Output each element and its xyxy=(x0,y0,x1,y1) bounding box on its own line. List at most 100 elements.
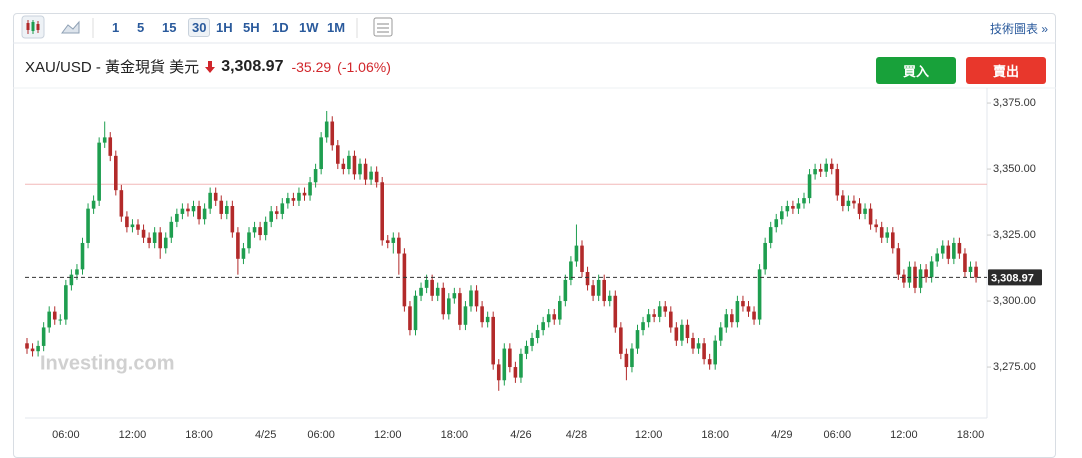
interval-button[interactable]: 5 xyxy=(137,20,145,35)
candle-body xyxy=(274,211,279,214)
candle-body xyxy=(286,198,290,204)
candle-body xyxy=(236,232,240,259)
candle-body xyxy=(624,353,629,368)
interval-button[interactable]: 15 xyxy=(162,20,177,35)
technical-chart-link[interactable]: 技術圖表 » xyxy=(990,22,1049,36)
interval-button[interactable]: 1W xyxy=(299,20,319,35)
x-tick-label: 18:00 xyxy=(185,429,213,441)
candle-body xyxy=(64,285,68,320)
candle-body xyxy=(613,295,618,328)
candle-body xyxy=(25,343,29,349)
interval-button[interactable]: 1D xyxy=(272,20,289,35)
sell-button[interactable]: 賣出 xyxy=(966,57,1046,84)
candle-body xyxy=(269,211,273,222)
candle-body xyxy=(330,121,335,146)
candle-body xyxy=(752,311,756,320)
candle-body xyxy=(419,287,423,296)
candle-body xyxy=(585,272,590,286)
buy-button[interactable]: 買入 xyxy=(876,57,956,84)
candle-body xyxy=(86,208,90,243)
candle-body xyxy=(158,232,162,249)
candle-body xyxy=(125,216,129,228)
y-tick-label: 3,325.00 xyxy=(993,229,1036,241)
candle-body xyxy=(541,322,545,331)
candle-body xyxy=(652,314,656,317)
x-tick-label: 18:00 xyxy=(701,429,729,441)
candle-body xyxy=(413,295,418,331)
candle-body xyxy=(30,348,35,352)
candle-body xyxy=(252,227,257,233)
candle-body xyxy=(213,192,218,201)
interval-button[interactable]: 1 xyxy=(112,20,120,35)
candle-body xyxy=(91,200,96,209)
candle-body xyxy=(929,261,934,278)
interval-button[interactable]: 5H xyxy=(243,20,260,35)
candle-body xyxy=(186,208,190,212)
candle-body xyxy=(829,163,834,170)
candle-body xyxy=(41,327,46,346)
candle-body xyxy=(147,237,151,243)
candle-body xyxy=(824,163,828,172)
candle-body xyxy=(508,348,512,368)
candle-body xyxy=(197,206,201,220)
candle-body xyxy=(191,206,196,212)
interval-button[interactable]: 30 xyxy=(188,18,211,37)
x-tick-label: 4/29 xyxy=(771,429,792,441)
candle-body xyxy=(47,311,51,328)
candle-body xyxy=(702,343,706,360)
candle-body xyxy=(885,232,890,238)
candle-body xyxy=(347,155,351,170)
candle-body xyxy=(607,295,612,302)
candle-body xyxy=(141,229,146,238)
price: 3,308.97 xyxy=(221,57,284,75)
candle-body xyxy=(502,348,507,381)
candle-body xyxy=(391,237,396,243)
candle-body xyxy=(374,171,379,183)
candle-body xyxy=(291,198,296,201)
candle-body xyxy=(669,311,673,328)
candle-body xyxy=(807,174,812,199)
candle-body xyxy=(324,121,329,138)
candle-body xyxy=(763,242,767,270)
candle-body xyxy=(602,279,606,302)
candle-body xyxy=(874,224,878,228)
interval-button[interactable]: 1M xyxy=(327,20,346,35)
candle-body xyxy=(863,208,867,214)
candle-body xyxy=(447,298,451,315)
candle-body xyxy=(741,301,745,307)
candle-body xyxy=(458,293,462,325)
candle-body xyxy=(225,206,229,214)
candle-body xyxy=(691,338,695,349)
candle-body xyxy=(69,274,74,286)
candle-body xyxy=(36,345,40,352)
candle-body xyxy=(935,253,939,262)
candle-body xyxy=(313,169,318,183)
candle-body xyxy=(358,163,362,175)
candle-body xyxy=(219,200,224,214)
candle-body xyxy=(302,192,307,196)
candle-body xyxy=(524,345,529,354)
x-tick-label: 12:00 xyxy=(119,429,147,441)
candle-body xyxy=(408,306,412,331)
candle-body xyxy=(924,269,928,278)
candle-body xyxy=(485,316,490,323)
candle-body xyxy=(846,200,851,207)
x-tick-label: 18:00 xyxy=(957,429,985,441)
candle-body xyxy=(463,306,468,325)
candle-body xyxy=(646,314,651,323)
candle-body xyxy=(546,314,551,323)
candle-body xyxy=(280,203,285,214)
candle-body xyxy=(868,208,873,225)
candle-body xyxy=(535,330,540,339)
candle-body xyxy=(796,203,801,209)
candle-body xyxy=(397,237,401,254)
candle-body xyxy=(774,219,779,228)
candle-body xyxy=(902,274,906,283)
candle-body xyxy=(247,232,251,249)
candle-body xyxy=(58,319,63,321)
y-tick-label: 3,350.00 xyxy=(993,163,1036,175)
interval-button[interactable]: 1H xyxy=(216,20,233,35)
quote-header: XAU/USD - 黃金現貨 美元 3,308.97 -35.29 (-1.06… xyxy=(25,56,391,77)
candle-body xyxy=(724,314,729,328)
y-tick-label: 3,275.00 xyxy=(993,361,1036,373)
